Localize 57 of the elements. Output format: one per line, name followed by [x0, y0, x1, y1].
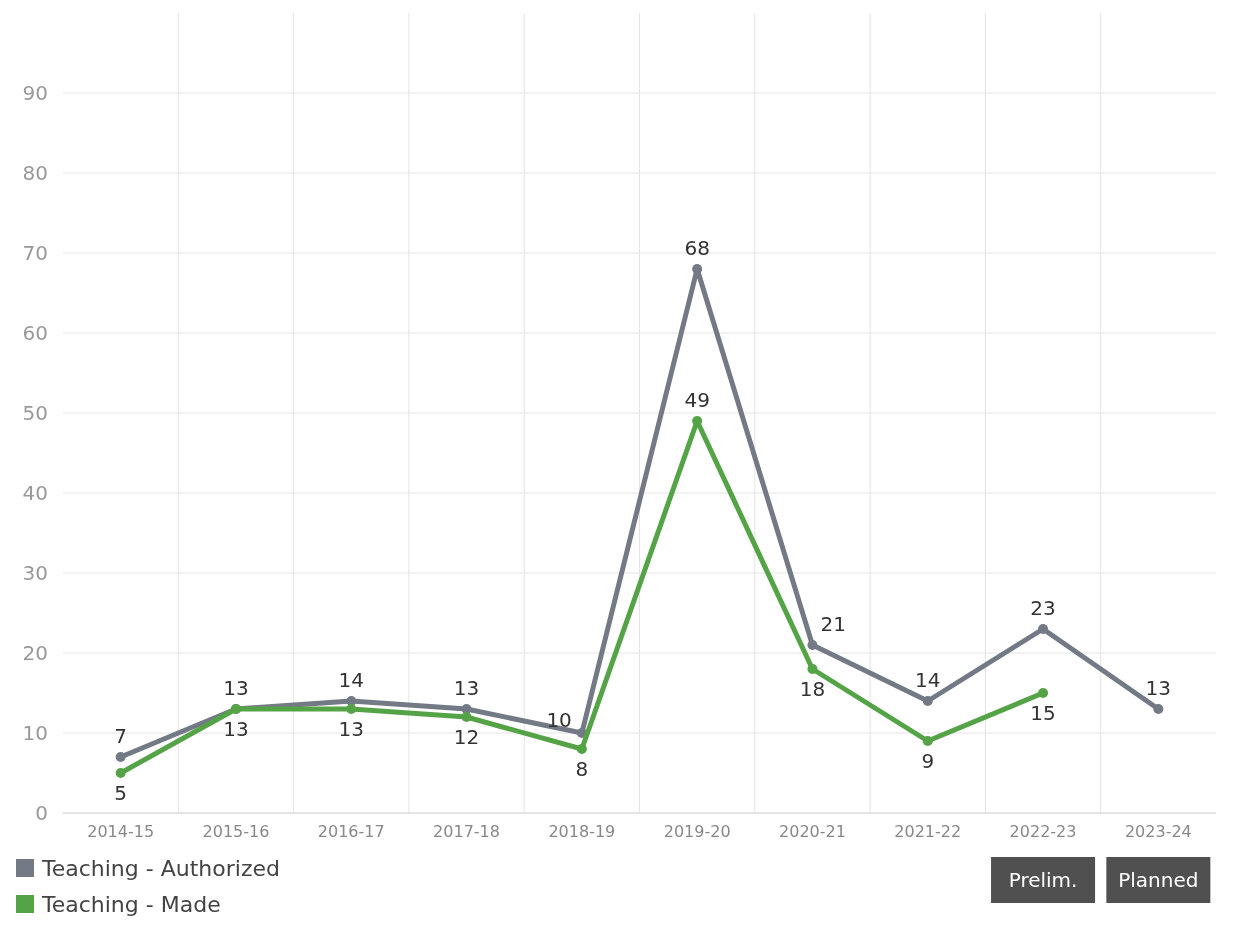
x-tick-label: 2015-16 — [202, 822, 270, 841]
data-label: 12 — [453, 725, 480, 749]
y-tick-label: 40 — [22, 481, 48, 505]
x-tick-label: 2020-21 — [779, 822, 846, 841]
point — [692, 416, 703, 426]
point — [1038, 624, 1049, 634]
y-tick-label: 60 — [22, 321, 48, 345]
x-tick-label: 2017-18 — [433, 822, 500, 841]
data-label: 68 — [684, 236, 710, 260]
x-tick-label: 2014-15 — [87, 822, 155, 841]
y-tick-label: 90 — [22, 81, 48, 105]
data-label: 13 — [1145, 676, 1172, 700]
point — [576, 744, 587, 754]
data-label: 13 — [453, 676, 480, 700]
text: Prelim. — [1008, 868, 1078, 892]
data-label: 10 — [546, 708, 572, 732]
data-label: 5 — [114, 781, 128, 805]
point — [922, 736, 933, 746]
x-tick-label: 2016-17 — [317, 822, 385, 841]
x-tick-label: 2019-20 — [663, 822, 731, 841]
data-label: 13 — [223, 717, 249, 741]
point — [461, 712, 472, 722]
x-tick-label: 2018-19 — [548, 822, 616, 841]
x-tick-label: 2022-23 — [1009, 822, 1077, 841]
y-tick-label: 0 — [35, 801, 48, 825]
y-tick-label: 20 — [22, 641, 48, 665]
y-tick-label: 80 — [22, 161, 48, 185]
data-label: 7 — [114, 724, 128, 748]
y-tick-label: 30 — [22, 561, 48, 585]
point — [1038, 688, 1049, 698]
data-label: 18 — [799, 677, 826, 701]
x-tick-label: 2023-24 — [1124, 822, 1192, 841]
legend-label: Teaching - Authorized — [41, 855, 280, 881]
point — [1153, 704, 1164, 714]
point — [346, 704, 357, 714]
point — [115, 752, 126, 762]
data-label: 15 — [1030, 701, 1056, 725]
y-tick-label: 50 — [22, 401, 48, 425]
point — [115, 768, 126, 778]
legend-label: Teaching - Made — [41, 891, 221, 917]
data-label: 13 — [223, 676, 249, 700]
point — [807, 640, 818, 650]
data-label: 14 — [338, 668, 364, 692]
x-tick-label: 2021-22 — [894, 822, 962, 841]
data-label: 8 — [575, 757, 589, 781]
data-label: 49 — [684, 388, 710, 412]
data-label: 21 — [820, 612, 846, 636]
point — [922, 696, 933, 706]
point — [692, 264, 703, 274]
data-label: 23 — [1030, 596, 1056, 620]
y-tick-label: 70 — [22, 241, 48, 265]
data-label: 9 — [921, 749, 935, 773]
point — [807, 664, 818, 674]
data-label: 13 — [338, 717, 364, 741]
data-label: 14 — [915, 668, 941, 692]
text: Planned — [1118, 868, 1199, 892]
y-tick-label: 10 — [22, 721, 48, 745]
